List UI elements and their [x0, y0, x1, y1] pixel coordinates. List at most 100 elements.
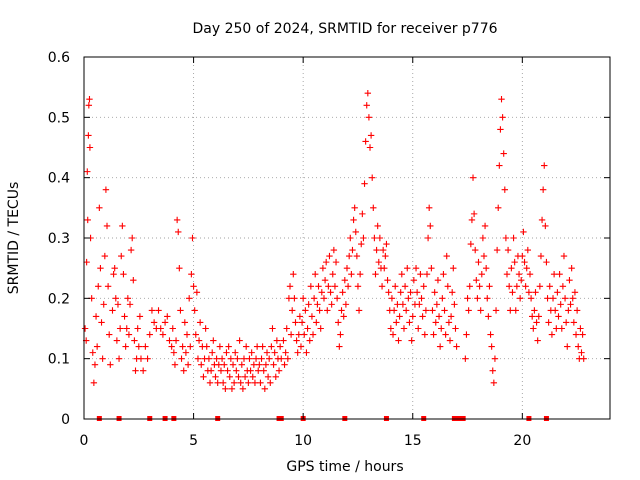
data-point [100, 301, 107, 308]
data-point [110, 271, 117, 278]
y-tick-label: 0.6 [48, 50, 70, 66]
data-point [519, 252, 526, 260]
data-point [412, 264, 420, 272]
data-point [107, 361, 114, 368]
data-point [381, 264, 388, 272]
data-point [310, 295, 318, 302]
data-point [400, 325, 408, 332]
data-point [202, 325, 209, 332]
data-point [298, 319, 306, 326]
data-point [148, 307, 156, 314]
data-point [120, 271, 127, 278]
y-axis-label: SRMTID / TECUs [6, 182, 22, 295]
data-point [290, 271, 297, 278]
data-point [429, 307, 436, 314]
data-point [198, 361, 205, 368]
data-point [469, 174, 477, 181]
data-point [330, 246, 338, 254]
data-point [166, 337, 173, 344]
data-point [374, 222, 381, 230]
data-point [187, 343, 194, 350]
data-point [194, 355, 202, 362]
data-point [132, 367, 139, 374]
data-point [452, 325, 459, 332]
data-point [440, 271, 447, 278]
data-point [419, 313, 426, 320]
data-point [280, 337, 287, 344]
data-point [161, 319, 169, 326]
x-tick-label: 0 [80, 433, 89, 449]
grid [84, 57, 610, 419]
x-tick-label: 5 [189, 433, 198, 449]
data-point [182, 349, 190, 356]
data-point [550, 271, 558, 278]
data-point [267, 379, 274, 386]
data-point [464, 295, 471, 302]
data-point [131, 337, 138, 344]
data-point [106, 331, 113, 338]
data-point [91, 361, 99, 368]
data-point [102, 186, 110, 193]
data-point [541, 162, 548, 169]
data-point [577, 325, 584, 332]
data-point [491, 355, 499, 362]
data-point [516, 295, 524, 302]
data-point [233, 367, 240, 374]
data-point [271, 349, 278, 356]
data-point [296, 313, 304, 320]
data-point [570, 319, 578, 326]
data-point [531, 307, 538, 314]
data-point [139, 367, 147, 374]
data-point [318, 289, 325, 296]
data-point [556, 271, 563, 278]
x-axis-label: GPS time / hours [286, 459, 403, 475]
data-point [245, 379, 252, 386]
data-point [363, 102, 370, 109]
data-point [488, 343, 495, 350]
data-point [295, 331, 302, 338]
data-point [297, 343, 305, 350]
data-point [553, 325, 560, 332]
data-point [397, 289, 404, 296]
data-point [340, 313, 347, 320]
data-point [552, 307, 559, 314]
data-point [332, 258, 340, 266]
data-point [260, 367, 267, 374]
data-point [504, 246, 512, 254]
data-point [520, 228, 527, 236]
data-point [375, 258, 382, 266]
data-point [579, 331, 586, 338]
data-point [241, 373, 249, 380]
data-point [207, 367, 215, 374]
data-point [439, 295, 446, 302]
data-point [328, 301, 335, 308]
data-point [482, 264, 490, 272]
data-point [425, 204, 433, 212]
data-point [314, 301, 321, 308]
data-point [394, 301, 401, 308]
data-point [463, 331, 470, 338]
data-point [560, 252, 568, 260]
data-point [124, 295, 132, 302]
data-point [462, 355, 469, 362]
data-point [546, 283, 553, 290]
data-point [492, 307, 500, 314]
data-point [544, 295, 551, 302]
data-point [378, 283, 386, 290]
data-point [418, 295, 425, 302]
data-point [96, 204, 103, 212]
data-point [489, 367, 496, 374]
data-points [81, 90, 587, 421]
data-point [135, 343, 142, 350]
data-point [521, 258, 528, 266]
data-point [444, 283, 452, 290]
data-point [408, 337, 415, 344]
data-point [251, 379, 259, 386]
data-point [428, 264, 435, 272]
y-tick-label: 0.3 [48, 231, 70, 247]
data-point [422, 307, 430, 314]
data-point [285, 295, 293, 302]
data-point [215, 361, 222, 368]
data-point [121, 313, 128, 320]
data-point [115, 355, 123, 362]
